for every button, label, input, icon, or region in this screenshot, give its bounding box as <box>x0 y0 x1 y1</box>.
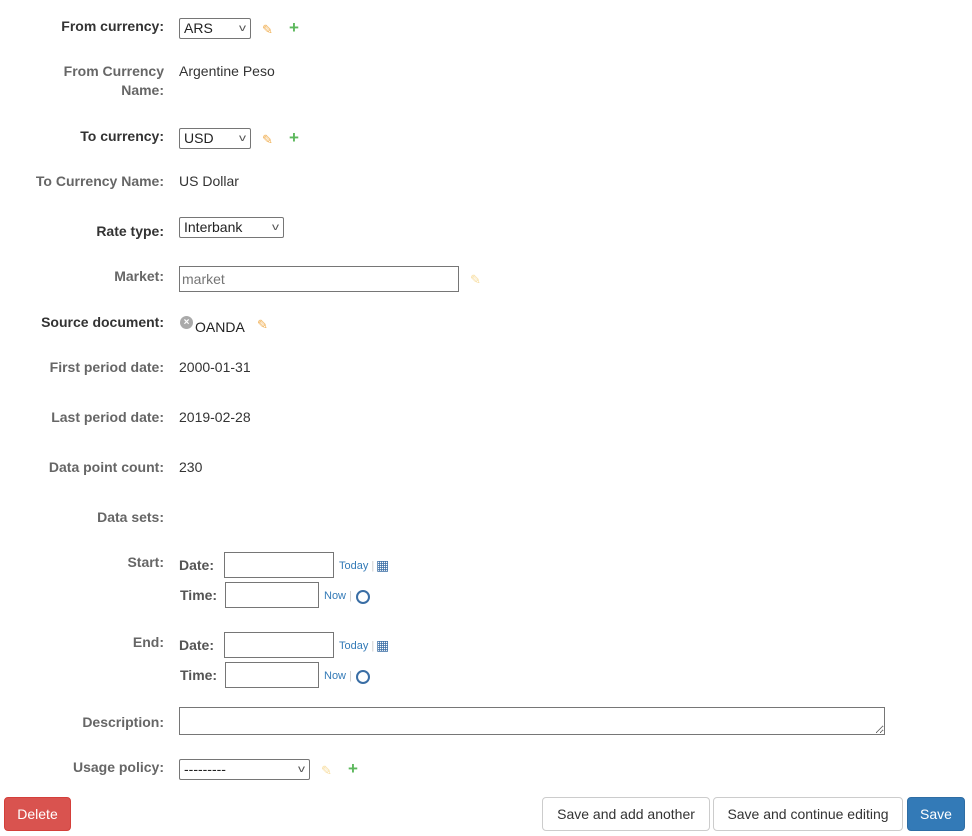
add-plus-icon[interactable]: + <box>348 759 358 778</box>
data-sets-label: Data sets: <box>97 509 164 525</box>
chevron-down-icon: v <box>298 764 305 775</box>
source-document-value: OANDA <box>195 319 245 335</box>
add-plus-icon[interactable]: + <box>289 128 299 147</box>
start-label: Start: <box>127 554 164 570</box>
description-textarea[interactable] <box>179 707 885 735</box>
first-period-date-value: 2000-01-31 <box>179 359 251 375</box>
end-now-link[interactable]: Now | <box>324 670 352 682</box>
start-time-label: Time: <box>180 587 218 603</box>
end-date-label: Date: <box>179 637 215 653</box>
market-label: Market: <box>114 268 164 284</box>
chevron-down-icon: v <box>272 222 279 233</box>
end-label: End: <box>132 634 164 650</box>
data-point-count-value: 230 <box>179 459 203 475</box>
from-currency-name-label: From Currency Name: <box>63 63 164 98</box>
start-date-label: Date: <box>179 557 215 573</box>
start-date-input[interactable] <box>224 552 334 578</box>
chevron-down-icon: v <box>239 133 246 144</box>
start-time-input[interactable] <box>225 582 319 608</box>
chevron-down-icon: v <box>239 23 246 34</box>
save-button[interactable]: Save <box>907 797 965 831</box>
save-and-add-another-button[interactable]: Save and add another <box>542 797 710 831</box>
to-currency-value: USD <box>184 130 214 146</box>
usage-policy-value: --------- <box>184 761 226 777</box>
end-time-label: Time: <box>180 667 218 683</box>
first-period-date-label: First period date: <box>49 359 164 375</box>
edit-pencil-icon: ✎ <box>470 272 481 287</box>
source-document-label: Source document: <box>41 314 164 330</box>
rate-type-label: Rate type: <box>96 223 164 239</box>
from-currency-select[interactable]: ARS v <box>179 18 251 39</box>
save-and-continue-button[interactable]: Save and continue editing <box>713 797 903 831</box>
from-currency-value: ARS <box>184 20 213 36</box>
add-plus-icon[interactable]: + <box>289 18 299 37</box>
clock-icon[interactable] <box>356 670 370 684</box>
to-currency-label: To currency: <box>80 128 164 144</box>
description-label: Description: <box>82 714 164 730</box>
rate-type-select[interactable]: Interbank v <box>179 217 284 238</box>
from-currency-label: From currency: <box>61 18 164 34</box>
start-now-link[interactable]: Now | <box>324 590 352 602</box>
rate-type-value: Interbank <box>184 219 243 235</box>
calendar-icon[interactable]: ▦ <box>376 557 390 573</box>
end-time-input[interactable] <box>225 662 319 688</box>
edit-pencil-icon[interactable]: ✎ <box>262 132 273 147</box>
start-today-link[interactable]: Today | <box>339 560 375 572</box>
to-currency-name-value: US Dollar <box>179 173 239 189</box>
edit-pencil-icon[interactable]: ✎ <box>262 22 273 37</box>
last-period-date-label: Last period date: <box>51 409 164 425</box>
last-period-date-value: 2019-02-28 <box>179 409 251 425</box>
from-currency-name-value: Argentine Peso <box>179 63 275 79</box>
delete-button[interactable]: Delete <box>4 797 71 831</box>
usage-policy-select[interactable]: --------- v <box>179 759 310 780</box>
to-currency-name-label: To Currency Name: <box>35 173 164 189</box>
calendar-icon[interactable]: ▦ <box>376 637 390 653</box>
usage-policy-label: Usage policy: <box>72 759 164 775</box>
market-input[interactable] <box>179 266 459 292</box>
clock-icon[interactable] <box>356 590 370 604</box>
end-today-link[interactable]: Today | <box>339 640 375 652</box>
data-point-count-label: Data point count: <box>48 459 164 475</box>
remove-circle-icon[interactable]: × <box>180 316 193 329</box>
to-currency-select[interactable]: USD v <box>179 128 251 149</box>
end-date-input[interactable] <box>224 632 334 658</box>
edit-pencil-icon: ✎ <box>321 763 332 778</box>
edit-pencil-icon[interactable]: ✎ <box>257 317 268 332</box>
